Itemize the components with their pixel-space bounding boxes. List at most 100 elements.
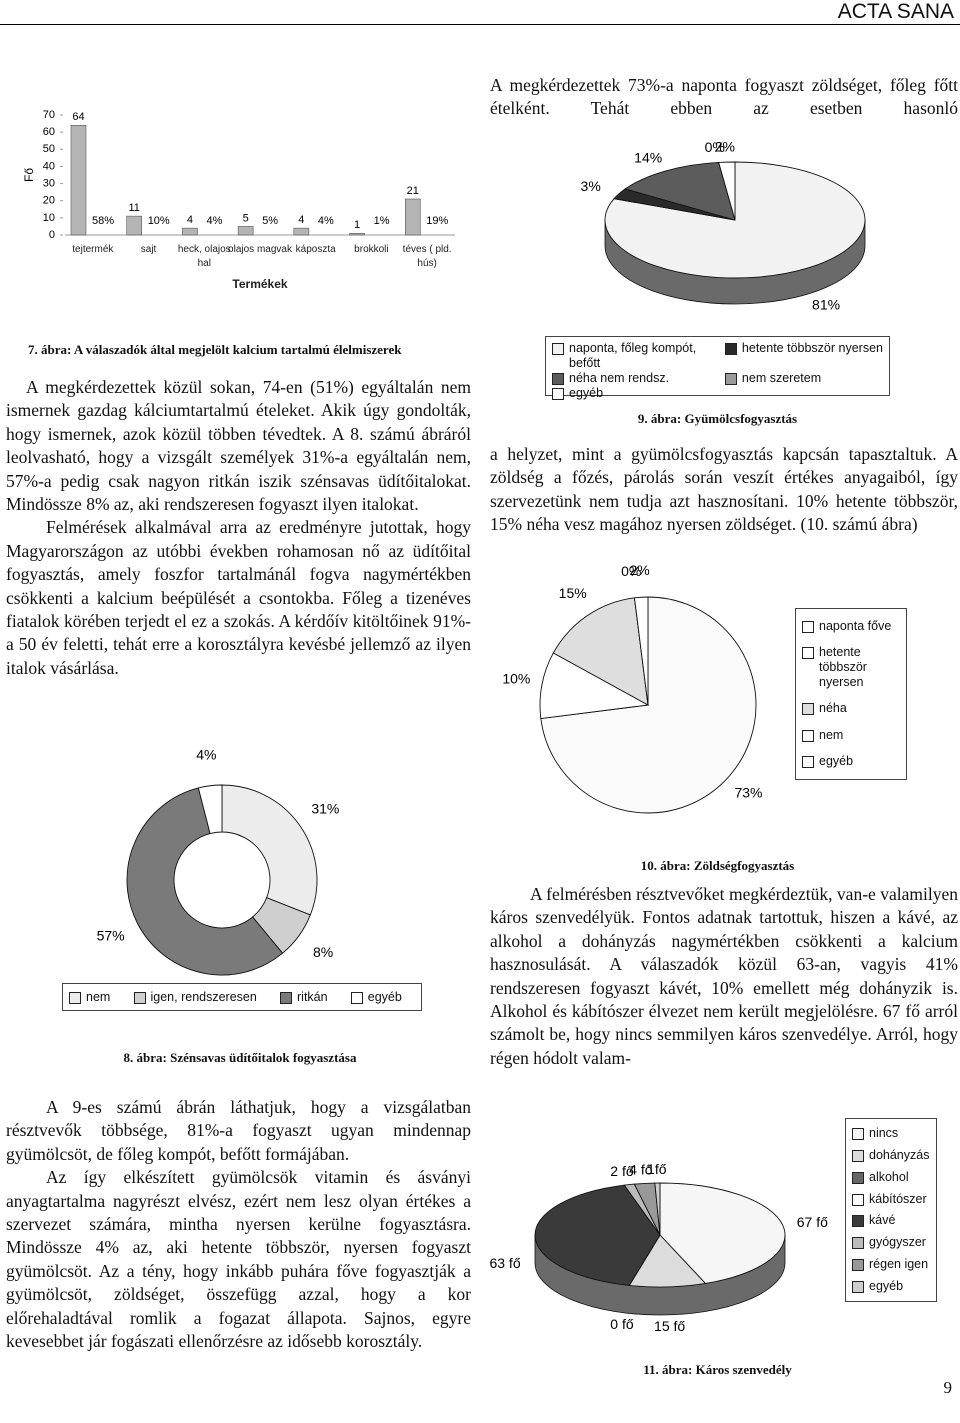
y-tick-label: 30 <box>43 177 55 189</box>
legend-item: egyéb <box>802 754 900 769</box>
x-tick-label: heck, olajos hal <box>177 244 231 269</box>
page-number: 9 <box>943 1378 953 1397</box>
figure-caption: 9. ábra: Gyümölcsfogyasztás <box>637 411 798 426</box>
x-tick-label: brokkoli <box>354 244 389 255</box>
slice <box>718 161 736 221</box>
legend-item: ritkán <box>280 990 341 1005</box>
x-tick-label: tejtermék <box>72 244 114 255</box>
legend-label: hetente többször nyersen <box>819 645 867 690</box>
y-tick-label: 0 <box>49 229 55 241</box>
legend-label: egyéb <box>869 1278 904 1293</box>
share-label: 10% <box>148 215 170 227</box>
slice <box>633 596 649 706</box>
legend-item: néha nem rendsz. <box>552 371 715 386</box>
legend-swatch <box>724 343 737 355</box>
legend-item: kávé <box>852 1213 930 1228</box>
slice-label: 1fő <box>647 1161 667 1177</box>
y-tick-label: 60 <box>43 126 55 138</box>
legend-item: naponta, főleg kompót, befőtt <box>552 341 715 371</box>
legend-swatch <box>802 647 814 660</box>
legend-item: régen igen <box>852 1257 930 1272</box>
y-tick-label: 10 <box>43 212 55 224</box>
legend-swatch <box>280 991 292 1004</box>
slice-label: 10% <box>502 671 530 687</box>
legend-swatch <box>552 343 564 355</box>
figure-caption: 8. ábra: Szénsavas üdítőitalok fogyasztá… <box>123 1050 357 1065</box>
chart-canvas: 0 10 20 30 40 50 60 70 Fő 64 58% 11 10% 4 4% 5 5% 4 4% 1 1% 2… <box>22 109 455 241</box>
slice-label: 0% <box>621 563 641 579</box>
bar <box>404 198 421 236</box>
slice-label: 57% <box>97 927 125 943</box>
legend-label: régen igen <box>869 1256 929 1271</box>
legend-label: naponta főve <box>819 618 892 633</box>
paragraph: A felmérésben résztvevőket megkérdeztük,… <box>490 884 958 1068</box>
value-label: 5 <box>243 212 249 224</box>
slice-label: 4 fő <box>629 1162 653 1178</box>
slice-label: 63 fő <box>489 1255 520 1271</box>
legend-label: ritkán <box>297 989 328 1004</box>
legend-swatch <box>852 1128 864 1141</box>
chart: 73% 10% 15% 0% 2% <box>500 562 790 820</box>
legend-swatch <box>802 729 814 742</box>
legend-label: egyéb <box>819 754 854 769</box>
legend-swatch <box>802 620 814 633</box>
chart: 81% 3% 14% 0% 2% <box>520 120 960 320</box>
legend-swatch <box>802 756 814 769</box>
header-rule <box>0 24 960 25</box>
figure-caption: 7. ábra: A válaszadók által megjelölt ka… <box>28 342 402 357</box>
y-tick-label: 40 <box>43 160 55 172</box>
legend-item: egyéb <box>552 386 715 401</box>
legend-label: naponta, főleg kompót, befőtt <box>569 341 697 370</box>
slice-label: 3% <box>581 178 601 194</box>
slice-label: 15% <box>559 585 587 601</box>
legend-swatch <box>133 991 146 1004</box>
legend-label: kábítószer <box>869 1191 927 1206</box>
legend-item: naponta főve <box>802 619 900 634</box>
legend-item: néha <box>802 701 900 716</box>
legend-item: nem szeretem <box>724 371 883 386</box>
legend-item: hetente többször nyersen <box>802 645 900 690</box>
paragraph: Felmérések alkalmával arra az eredményre… <box>6 517 471 678</box>
value-label: 21 <box>407 185 419 197</box>
bar <box>70 124 87 236</box>
legend-item: dohányzás <box>852 1148 930 1163</box>
legend: naponta főve hetente többször nyersen néha… <box>795 608 907 780</box>
share-label: 4% <box>318 215 334 227</box>
y-axis-label: Fő <box>22 168 36 182</box>
legend-label: egyéb <box>367 989 402 1004</box>
legend: naponta, főleg kompót, befőtt hetente töb… <box>545 336 890 400</box>
legend-label: dohányzás <box>869 1148 930 1163</box>
slice <box>654 1182 661 1236</box>
legend-item: nincs <box>852 1126 930 1141</box>
legend-label: kávé <box>869 1213 896 1228</box>
chart-canvas: 81% 3% 14% 0%2% <box>581 139 866 312</box>
paragraph: A megkérdezettek közül sokan, 74-en (51%… <box>6 377 471 515</box>
legend-swatch <box>852 1215 864 1228</box>
slice <box>197 784 223 835</box>
slice-label: 4% <box>196 747 216 763</box>
share-label: 4% <box>206 215 222 227</box>
slice-label: 8% <box>313 944 333 960</box>
bar <box>349 232 365 236</box>
slice <box>628 1234 707 1288</box>
share-label: 58% <box>92 215 114 227</box>
slice-label: 81% <box>812 296 840 312</box>
slice-label: 0 fő <box>610 1316 634 1332</box>
legend-label: nem <box>86 989 111 1004</box>
legend-item: gyógyszer <box>852 1235 930 1250</box>
legend-label: alkohol <box>869 1169 909 1184</box>
chart-canvas: 73% 10% 15% 0%2% <box>502 562 763 814</box>
slice <box>624 161 736 221</box>
chart: 67 fő 15 fő 0 fő 63 fő 2 fő 4 fő 1fő <box>489 1150 840 1334</box>
slice-label: 2 fő <box>610 1163 634 1179</box>
legend-item: hetente többször nyersen <box>724 341 883 371</box>
text-block: A megkérdezettek közül sokan, 74-en (51%… <box>6 376 471 680</box>
slice <box>221 784 318 916</box>
share-label: 5% <box>262 215 278 227</box>
legend-swatch <box>724 373 737 385</box>
legend-label: néha <box>819 701 847 716</box>
legend-swatch <box>69 991 81 1004</box>
slice <box>659 1182 786 1284</box>
